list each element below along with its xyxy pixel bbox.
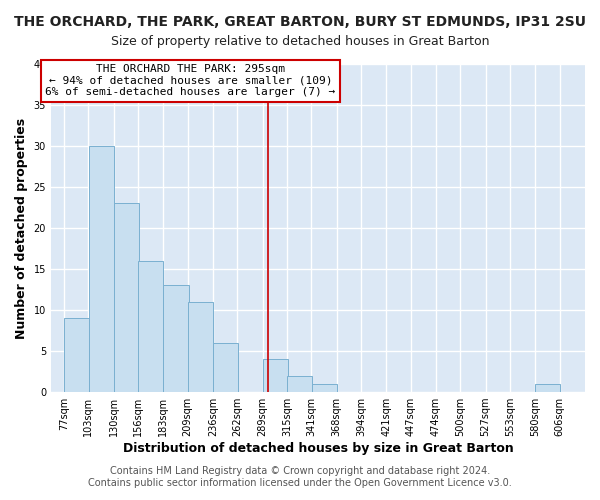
Bar: [163, 286, 188, 392]
Bar: [287, 376, 312, 392]
Bar: [213, 343, 238, 392]
Bar: [263, 360, 288, 392]
Text: Contains HM Land Registry data © Crown copyright and database right 2024.
Contai: Contains HM Land Registry data © Crown c…: [88, 466, 512, 487]
Bar: [138, 261, 163, 392]
Bar: [311, 384, 337, 392]
Bar: [89, 146, 113, 392]
Y-axis label: Number of detached properties: Number of detached properties: [15, 118, 28, 338]
X-axis label: Distribution of detached houses by size in Great Barton: Distribution of detached houses by size …: [122, 442, 514, 455]
Bar: [188, 302, 213, 392]
Text: THE ORCHARD THE PARK: 295sqm
← 94% of detached houses are smaller (109)
6% of se: THE ORCHARD THE PARK: 295sqm ← 94% of de…: [46, 64, 335, 97]
Text: Size of property relative to detached houses in Great Barton: Size of property relative to detached ho…: [111, 35, 489, 48]
Bar: [535, 384, 560, 392]
Bar: [114, 204, 139, 392]
Text: THE ORCHARD, THE PARK, GREAT BARTON, BURY ST EDMUNDS, IP31 2SU: THE ORCHARD, THE PARK, GREAT BARTON, BUR…: [14, 15, 586, 29]
Bar: [64, 318, 89, 392]
